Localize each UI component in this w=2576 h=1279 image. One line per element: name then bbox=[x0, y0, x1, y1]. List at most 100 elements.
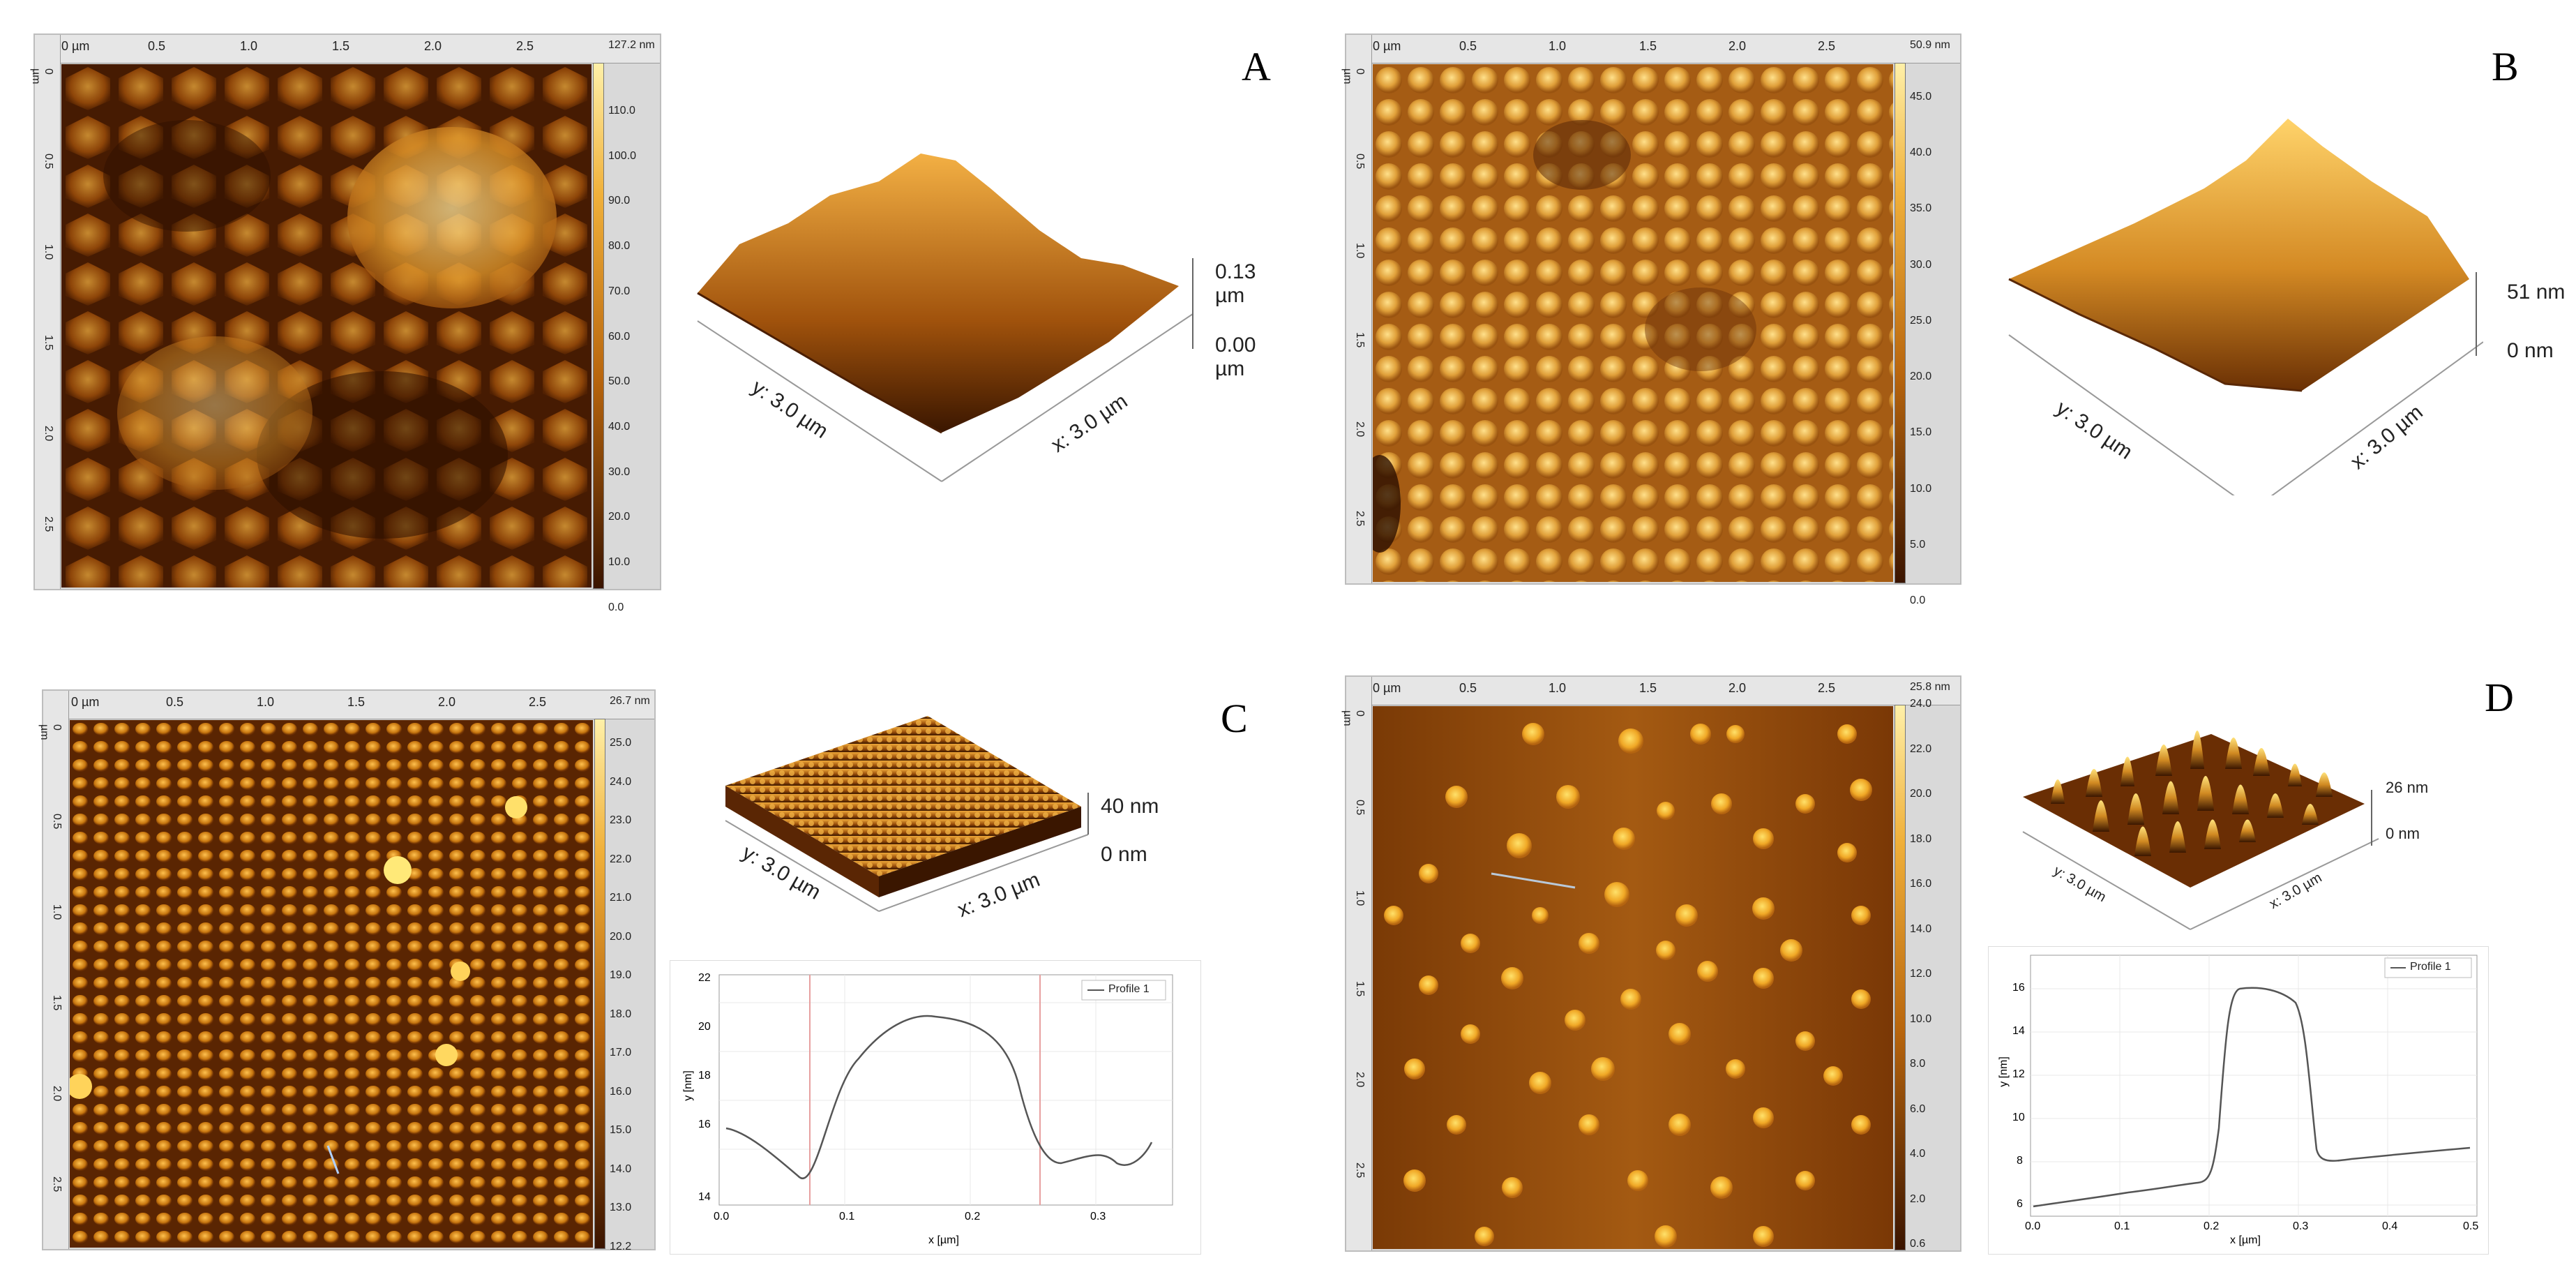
profile-y-tick: 10 bbox=[2012, 1112, 2025, 1123]
colorbar-tick: 40.0 bbox=[608, 421, 631, 433]
x-tick: 2.0 bbox=[438, 695, 456, 709]
y-ruler: 0 µm 0.5 1.0 1.5 2.0 2.5 bbox=[1341, 35, 1372, 583]
x-tick: 2.5 bbox=[516, 39, 534, 53]
profile-y-tick: 8 bbox=[2017, 1155, 2023, 1167]
colorbar-tick: 18.0 bbox=[1910, 832, 1932, 845]
afm-height-map-a[interactable] bbox=[61, 64, 592, 588]
profile-x-tick: 0.2 bbox=[2204, 1220, 2220, 1232]
colorbar-tick: 90.0 bbox=[608, 195, 631, 207]
profile-x-tick: 0.0 bbox=[2025, 1220, 2041, 1232]
profile-ylabel: y [nm] bbox=[681, 1070, 694, 1101]
colorbar-tick: 60.0 bbox=[608, 330, 631, 343]
profile-x-tick: 0.1 bbox=[2114, 1220, 2130, 1232]
y-tick: 2.0 bbox=[1354, 421, 1366, 437]
profile-x-tick: 0.3 bbox=[1090, 1211, 1106, 1222]
profile-y-tick: 22 bbox=[698, 972, 711, 984]
afm-topography-view-a: 0 µm 0.5 1.0 1.5 2.0 2.5 0 µm 0.5 1.0 1.… bbox=[30, 33, 661, 613]
colorbar-tick: 8.0 bbox=[1910, 1058, 1926, 1070]
colorbar-tick: 80.0 bbox=[608, 240, 631, 253]
y-tick: 1.0 bbox=[1354, 243, 1366, 259]
profile-y-tick: 18 bbox=[698, 1070, 711, 1082]
y-tick: 0 µm bbox=[30, 68, 54, 84]
panel-b: 0 µm 0.5 1.0 1.5 2.0 2.5 0 µm 0.5 1.0 1.… bbox=[1311, 0, 2576, 639]
colorbar-tick: 22.0 bbox=[1910, 742, 1932, 755]
colorbar-tick: 20.0 bbox=[608, 511, 631, 523]
colorbar-tick: 13.0 bbox=[610, 1202, 632, 1214]
profile-legend: Profile 1 bbox=[1108, 983, 1150, 995]
colorbar-tick: 10.0 bbox=[608, 556, 631, 569]
x-tick: 0.5 bbox=[166, 695, 184, 709]
y-tick: 0 µm bbox=[1341, 710, 1366, 726]
y-tick: 1.5 bbox=[43, 335, 54, 351]
colorbar-tick: 70.0 bbox=[608, 285, 631, 297]
afm-topography-view-c: 0 µm 0.5 1.0 1.5 2.0 2.5 0 µm 0.5 1.0 1.… bbox=[38, 689, 656, 1252]
colorbar bbox=[1895, 705, 1906, 1250]
colorbar-tick: 24.0 bbox=[610, 775, 632, 788]
x-tick: 2.0 bbox=[1728, 39, 1747, 53]
y-ruler: 0 µm 0.5 1.0 1.5 2.0 2.5 bbox=[30, 35, 61, 589]
profile-chart-d: Profile 1 y [nm] x [µm] 0.0 0.1 0.2 0.3 … bbox=[1988, 946, 2489, 1255]
x-tick: 0 µm bbox=[1373, 39, 1401, 53]
x-tick: 1.5 bbox=[1639, 39, 1657, 53]
x-tick: 0.5 bbox=[148, 39, 166, 53]
x-tick: 0 µm bbox=[71, 695, 100, 709]
colorbar-tick: 14.0 bbox=[610, 1162, 632, 1175]
y-tick: 0.5 bbox=[1354, 154, 1366, 170]
profile-legend: Profile 1 bbox=[2410, 961, 2451, 973]
profile-x-tick: 0.2 bbox=[965, 1211, 981, 1222]
y-tick: 2.5 bbox=[1354, 1162, 1366, 1179]
x-tick: 0 µm bbox=[1373, 681, 1401, 695]
y-tick: 1.5 bbox=[1354, 332, 1366, 348]
afm-height-map-d[interactable] bbox=[1373, 706, 1893, 1249]
colorbar-tick: 22.0 bbox=[610, 853, 632, 865]
afm-height-map-c[interactable] bbox=[70, 720, 593, 1248]
profile-y-tick: 16 bbox=[698, 1119, 711, 1130]
x-tick: 0 µm bbox=[61, 39, 90, 53]
profile-x-tick: 0.4 bbox=[2382, 1220, 2398, 1232]
z-axis-bottom-label: 0 nm bbox=[2507, 339, 2554, 362]
x-tick: 2.0 bbox=[424, 39, 442, 53]
x-tick: 2.5 bbox=[1818, 39, 1836, 53]
y-ruler: 0 µm 0.5 1.0 1.5 2.0 2.5 bbox=[38, 691, 69, 1249]
x-tick: 1.0 bbox=[1549, 681, 1567, 695]
z-axis-top-label: 0.13 µm bbox=[1215, 260, 1256, 307]
colorbar-max: 127.2 nm bbox=[608, 39, 655, 51]
panel-label: A bbox=[1242, 44, 1271, 89]
z-axis-bottom-label: 0.00 µm bbox=[1215, 334, 1256, 380]
y-tick: 1.0 bbox=[51, 904, 63, 920]
colorbar-tick: 50.0 bbox=[608, 375, 631, 388]
y-tick: 2.5 bbox=[1354, 511, 1366, 527]
colorbar-tick: 40.0 bbox=[1910, 147, 1932, 159]
colorbar-max: 50.9 nm bbox=[1910, 39, 1950, 51]
profile-x-tick: 0.5 bbox=[2463, 1220, 2479, 1232]
y-tick: 0 µm bbox=[38, 724, 63, 740]
afm-height-map-b[interactable] bbox=[1373, 64, 1893, 582]
colorbar-ticks: 110.0 100.0 90.0 80.0 70.0 60.0 50.0 40.… bbox=[608, 105, 636, 614]
y-tick: 2.0 bbox=[1354, 1072, 1366, 1088]
profile-y-tick: 14 bbox=[698, 1191, 711, 1203]
colorbar-max: 25.8 nm bbox=[1910, 681, 1950, 693]
colorbar-tick: 110.0 bbox=[608, 105, 635, 117]
colorbar-tick: 100.0 bbox=[608, 149, 637, 162]
z-axis-top-label: 51 nm bbox=[2507, 281, 2566, 304]
profile-xlabel: x [µm] bbox=[2230, 1234, 2261, 1246]
colorbar-tick: 25.0 bbox=[610, 737, 632, 749]
panel-a: 0 µm 0.5 1.0 1.5 2.0 2.5 0 µm 0.5 1.0 1.… bbox=[0, 0, 1288, 639]
x-tick: 0.5 bbox=[1459, 681, 1477, 695]
y-ruler: 0 µm 0.5 1.0 1.5 2.0 2.5 bbox=[1341, 677, 1372, 1250]
colorbar bbox=[593, 63, 604, 589]
y-tick: 1.0 bbox=[43, 244, 54, 260]
profile-x-tick: 0.3 bbox=[2293, 1220, 2309, 1232]
colorbar-tick: 16.0 bbox=[610, 1085, 632, 1098]
profile-chart-c: Profile 1 y [nm] x [µm] 0.0 0.1 0.2 0.3 … bbox=[670, 960, 1201, 1255]
afm-3d-view-b bbox=[2008, 119, 2483, 495]
x-ruler: 0 µm 0.5 1.0 1.5 2.0 2.5 bbox=[1346, 677, 1960, 705]
x-ruler: 0 µm 0.5 1.0 1.5 2.0 2.5 bbox=[35, 35, 660, 63]
colorbar-tick: 15.0 bbox=[610, 1124, 632, 1137]
afm-3d-view-c bbox=[725, 716, 1089, 912]
y-tick: 0.5 bbox=[51, 814, 63, 830]
colorbar-tick: 35.0 bbox=[1910, 202, 1932, 215]
profile-ylabel: y [nm] bbox=[1997, 1056, 2010, 1087]
x-tick: 2.5 bbox=[529, 695, 547, 709]
x-tick: 2.5 bbox=[1818, 681, 1836, 695]
